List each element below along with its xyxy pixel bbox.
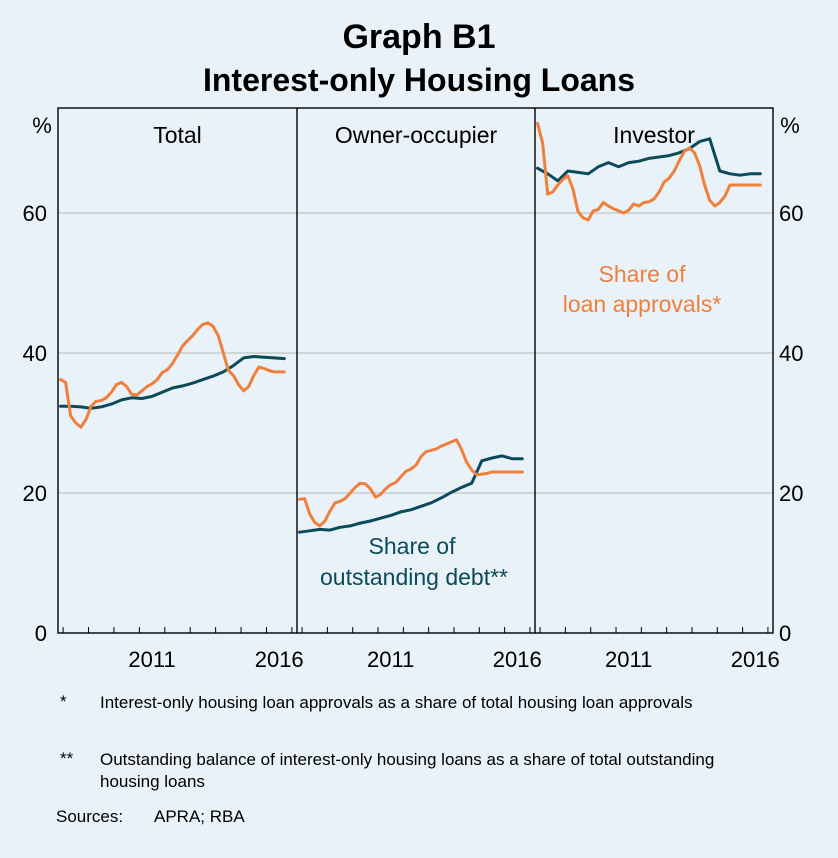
footnote-1-mark: * [60, 692, 67, 711]
annotation-approvals-1: Share of [599, 261, 687, 287]
series-approvals-1 [298, 438, 524, 528]
y-tick-right-40: 40 [779, 341, 803, 366]
series-outstanding-2 [536, 137, 762, 183]
x-tick-label-1-2016: 2016 [493, 647, 542, 672]
series-approvals-0 [59, 321, 286, 429]
panel-title-2: Investor [613, 122, 695, 148]
sources-text: APRA; RBA [154, 807, 245, 826]
x-tick-label-2-2011: 2011 [605, 647, 652, 672]
footnote-2-mark: ** [60, 749, 74, 768]
footnote-2-text: Outstanding balance of interest-only hou… [100, 750, 715, 791]
annotation-outstanding-1: Share of [369, 533, 457, 559]
y-tick-left-20: 20 [23, 481, 47, 506]
panel-title-0: Total [153, 122, 202, 148]
annotation-outstanding-2: outstanding debt** [320, 564, 508, 590]
y-tick-left-40: 40 [23, 341, 47, 366]
y-tick-right-20: 20 [779, 481, 803, 506]
y-tick-right-60: 60 [779, 201, 803, 226]
series-outstanding-1 [298, 454, 524, 534]
sources-label: Sources: [56, 807, 124, 826]
y-unit-left: % [32, 113, 52, 138]
panel-title-1: Owner-occupier [335, 122, 498, 148]
chart-title: Graph B1 [342, 18, 496, 56]
x-tick-label-0-2016: 2016 [255, 647, 304, 672]
footnote-1-text: Interest-only housing loan approvals as … [100, 693, 693, 712]
series-approvals-2 [536, 121, 762, 222]
y-tick-left-0: 0 [35, 621, 47, 646]
plot-background [58, 108, 773, 633]
annotation-approvals-2: loan approvals* [563, 291, 722, 317]
series-outstanding-0 [59, 355, 286, 410]
chart-subtitle: Interest-only Housing Loans [202, 62, 636, 98]
plot-frame [57, 107, 774, 634]
y-unit-right: % [780, 113, 800, 138]
x-tick-label-0-2011: 2011 [128, 647, 175, 672]
x-tick-label-2-2016: 2016 [731, 647, 780, 672]
y-tick-left-60: 60 [23, 201, 47, 226]
y-tick-right-0: 0 [779, 621, 791, 646]
x-tick-label-1-2011: 2011 [367, 647, 414, 672]
